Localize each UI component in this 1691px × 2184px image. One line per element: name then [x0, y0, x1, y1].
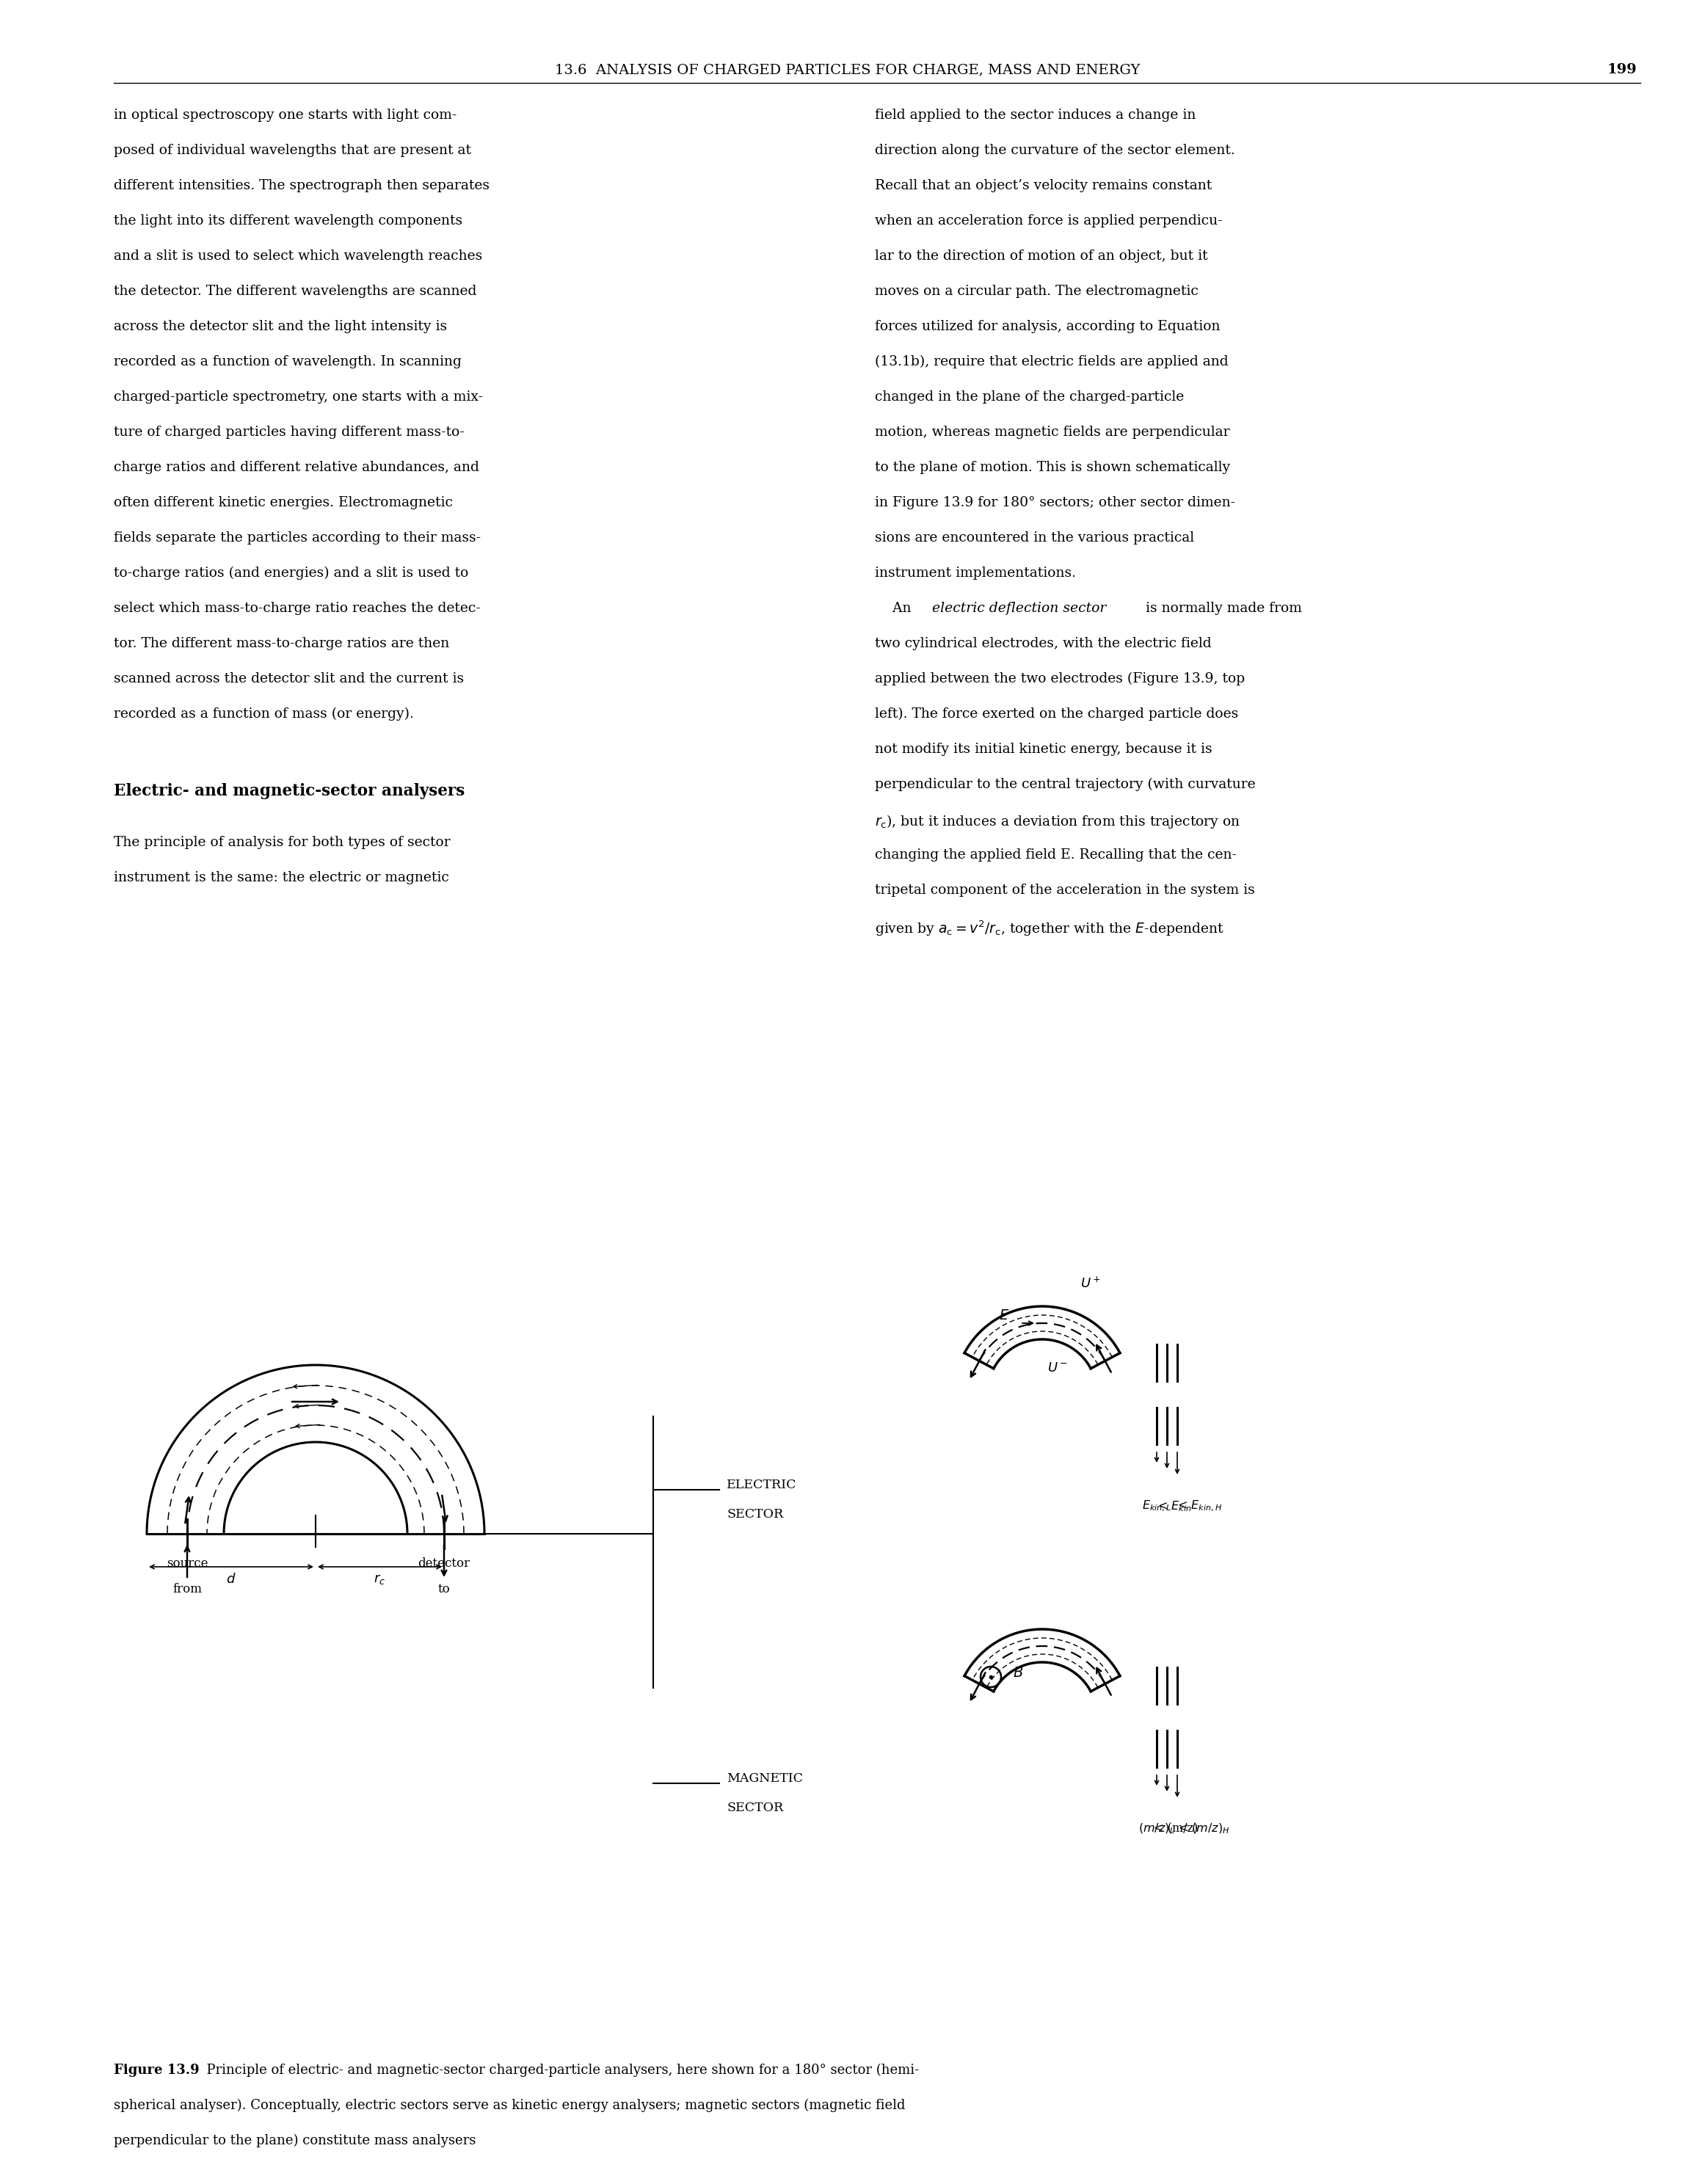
Text: in Figure 13.9 for 180° sectors; other sector dimen-: in Figure 13.9 for 180° sectors; other s… [874, 496, 1236, 509]
Text: given by $a_\mathrm{c} = v^2/r_\mathrm{c}$, together with the $E$-dependent: given by $a_\mathrm{c} = v^2/r_\mathrm{c… [874, 919, 1224, 937]
Text: often different kinetic energies. Electromagnetic: often different kinetic energies. Electr… [113, 496, 453, 509]
Text: recorded as a function of wavelength. In scanning: recorded as a function of wavelength. In… [113, 356, 462, 369]
Text: $r_c$: $r_c$ [374, 1572, 386, 1586]
Text: changing the applied field E. Recalling that the cen-: changing the applied field E. Recalling … [874, 847, 1236, 860]
Text: spherical analyser). Conceptually, electric sectors serve as kinetic energy anal: spherical analyser). Conceptually, elect… [113, 2099, 905, 2112]
Text: < $E_{kin}$: < $E_{kin}$ [1157, 1498, 1192, 1514]
Text: tripetal component of the acceleration in the system is: tripetal component of the acceleration i… [874, 885, 1255, 898]
Text: detector: detector [418, 1557, 470, 1570]
Text: recorded as a function of mass (or energy).: recorded as a function of mass (or energ… [113, 708, 414, 721]
Text: not modify its initial kinetic energy, because it is: not modify its initial kinetic energy, b… [874, 743, 1212, 756]
Text: to the plane of motion. This is shown schematically: to the plane of motion. This is shown sc… [874, 461, 1229, 474]
Text: the light into its different wavelength components: the light into its different wavelength … [113, 214, 462, 227]
Text: changed in the plane of the charged-particle: changed in the plane of the charged-part… [874, 391, 1184, 404]
Text: lar to the direction of motion of an object, but it: lar to the direction of motion of an obj… [874, 249, 1207, 262]
Text: < (m/z): < (m/z) [1153, 1821, 1197, 1835]
Text: and a slit is used to select which wavelength reaches: and a slit is used to select which wavel… [113, 249, 482, 262]
Text: MAGNETIC: MAGNETIC [727, 1771, 803, 1784]
Text: Figure 13.9: Figure 13.9 [113, 2064, 200, 2077]
Text: scanned across the detector slit and the current is: scanned across the detector slit and the… [113, 673, 463, 686]
Text: tor. The different mass-to-charge ratios are then: tor. The different mass-to-charge ratios… [113, 638, 450, 651]
Text: charge ratios and different relative abundances, and: charge ratios and different relative abu… [113, 461, 479, 474]
Text: instrument implementations.: instrument implementations. [874, 566, 1075, 579]
Text: when an acceleration force is applied perpendicu-: when an acceleration force is applied pe… [874, 214, 1223, 227]
Text: 13.6  ANALYSIS OF CHARGED PARTICLES FOR CHARGE, MASS AND ENERGY: 13.6 ANALYSIS OF CHARGED PARTICLES FOR C… [555, 63, 1140, 76]
Text: Principle of electric- and magnetic-sector charged-particle analysers, here show: Principle of electric- and magnetic-sect… [198, 2064, 918, 2077]
Text: field applied to the sector induces a change in: field applied to the sector induces a ch… [874, 109, 1196, 122]
Text: source: source [166, 1557, 208, 1570]
Text: from: from [172, 1583, 201, 1597]
Text: charged-particle spectrometry, one starts with a mix-: charged-particle spectrometry, one start… [113, 391, 484, 404]
Text: direction along the curvature of the sector element.: direction along the curvature of the sec… [874, 144, 1234, 157]
Text: perpendicular to the plane) constitute mass analysers: perpendicular to the plane) constitute m… [113, 2134, 475, 2147]
Text: left). The force exerted on the charged particle does: left). The force exerted on the charged … [874, 708, 1238, 721]
Text: Recall that an object’s velocity remains constant: Recall that an object’s velocity remains… [874, 179, 1212, 192]
Text: across the detector slit and the light intensity is: across the detector slit and the light i… [113, 321, 446, 334]
Text: An: An [874, 603, 915, 616]
Text: < $(m/z)_H$: < $(m/z)_H$ [1177, 1821, 1229, 1837]
Text: 199: 199 [1606, 63, 1637, 76]
Text: the detector. The different wavelengths are scanned: the detector. The different wavelengths … [113, 284, 477, 297]
Text: $U^-$: $U^-$ [1047, 1361, 1067, 1374]
Text: Electric- and magnetic-sector analysers: Electric- and magnetic-sector analysers [113, 784, 465, 799]
Text: select which mass-to-charge ratio reaches the detec-: select which mass-to-charge ratio reache… [113, 603, 480, 616]
Text: $d$: $d$ [227, 1572, 237, 1586]
Text: $r_\mathrm{c}$), but it induces a deviation from this trajectory on: $r_\mathrm{c}$), but it induces a deviat… [874, 812, 1241, 830]
Text: perpendicular to the central trajectory (with curvature: perpendicular to the central trajectory … [874, 778, 1255, 791]
Text: $B$: $B$ [1013, 1666, 1023, 1679]
Text: $U^+$: $U^+$ [1081, 1278, 1101, 1291]
Text: instrument is the same: the electric or magnetic: instrument is the same: the electric or … [113, 871, 450, 885]
Text: two cylindrical electrodes, with the electric field: two cylindrical electrodes, with the ele… [874, 638, 1211, 651]
Text: applied between the two electrodes (Figure 13.9, top: applied between the two electrodes (Figu… [874, 673, 1245, 686]
Text: ture of charged particles having different mass-to-: ture of charged particles having differe… [113, 426, 465, 439]
Text: motion, whereas magnetic fields are perpendicular: motion, whereas magnetic fields are perp… [874, 426, 1229, 439]
Text: SECTOR: SECTOR [727, 1509, 783, 1520]
Text: fields separate the particles according to their mass-: fields separate the particles according … [113, 531, 480, 544]
Text: to: to [438, 1583, 450, 1597]
Text: forces utilized for analysis, according to Equation: forces utilized for analysis, according … [874, 321, 1221, 334]
Text: different intensities. The spectrograph then separates: different intensities. The spectrograph … [113, 179, 489, 192]
Text: $(m/z)_L$: $(m/z)_L$ [1138, 1821, 1175, 1837]
Text: SECTOR: SECTOR [727, 1802, 783, 1815]
Text: sions are encountered in the various practical: sions are encountered in the various pra… [874, 531, 1194, 544]
Text: electric deflection sector: electric deflection sector [932, 603, 1106, 616]
Text: The principle of analysis for both types of sector: The principle of analysis for both types… [113, 836, 450, 850]
Text: posed of individual wavelengths that are present at: posed of individual wavelengths that are… [113, 144, 472, 157]
Text: to-charge ratios (and energies) and a slit is used to: to-charge ratios (and energies) and a sl… [113, 566, 468, 581]
Text: moves on a circular path. The electromagnetic: moves on a circular path. The electromag… [874, 284, 1199, 297]
Text: $E_{kin,L}$: $E_{kin,L}$ [1141, 1498, 1172, 1514]
Text: ELECTRIC: ELECTRIC [727, 1479, 796, 1492]
Text: < $E_{kin,H}$: < $E_{kin,H}$ [1177, 1498, 1223, 1514]
Text: $E$: $E$ [999, 1308, 1010, 1324]
Text: is normally made from: is normally made from [1141, 603, 1302, 616]
Text: (13.1b), require that electric fields are applied and: (13.1b), require that electric fields ar… [874, 356, 1228, 369]
Text: in optical spectroscopy one starts with light com-: in optical spectroscopy one starts with … [113, 109, 457, 122]
